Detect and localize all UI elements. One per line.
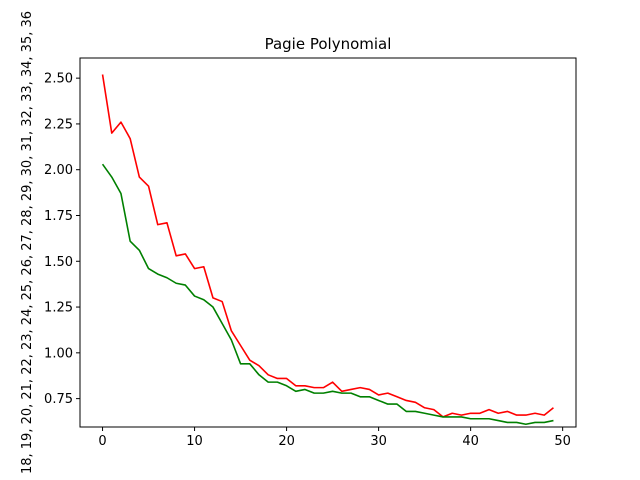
x-tick-label: 10 xyxy=(186,434,203,449)
x-tick-label: 0 xyxy=(98,434,106,449)
y-tick-label: 1.00 xyxy=(44,346,73,361)
series-layer xyxy=(101,74,554,426)
series-line-2 xyxy=(101,163,554,426)
x-tick-label: 20 xyxy=(278,434,295,449)
x-tick-label: 40 xyxy=(462,434,479,449)
y-tick-label: 2.25 xyxy=(44,117,73,132)
y-tick-label: 1.50 xyxy=(44,255,73,270)
y-tick-label: 0.75 xyxy=(44,392,73,407)
x-tick-label: 50 xyxy=(554,434,571,449)
y-tick-label: 1.25 xyxy=(44,301,73,316)
x-axis: 0 10 20 30 40 50 xyxy=(98,427,571,449)
y-axis-label: 18, 19, 20, 21, 22, 23, 24, 25, 26, 27, … xyxy=(20,11,35,474)
chart-title: Pagie Polynomial xyxy=(265,35,392,53)
series-line-1 xyxy=(101,74,554,418)
y-tick-label: 2.50 xyxy=(44,72,73,87)
y-axis: 0.75 1.00 1.25 1.50 1.75 2.00 2.25 2.50 xyxy=(44,72,80,407)
x-tick-label: 30 xyxy=(370,434,387,449)
y-tick-label: 2.00 xyxy=(44,163,73,178)
plot-area xyxy=(79,57,577,428)
y-tick-label: 1.75 xyxy=(44,209,73,224)
